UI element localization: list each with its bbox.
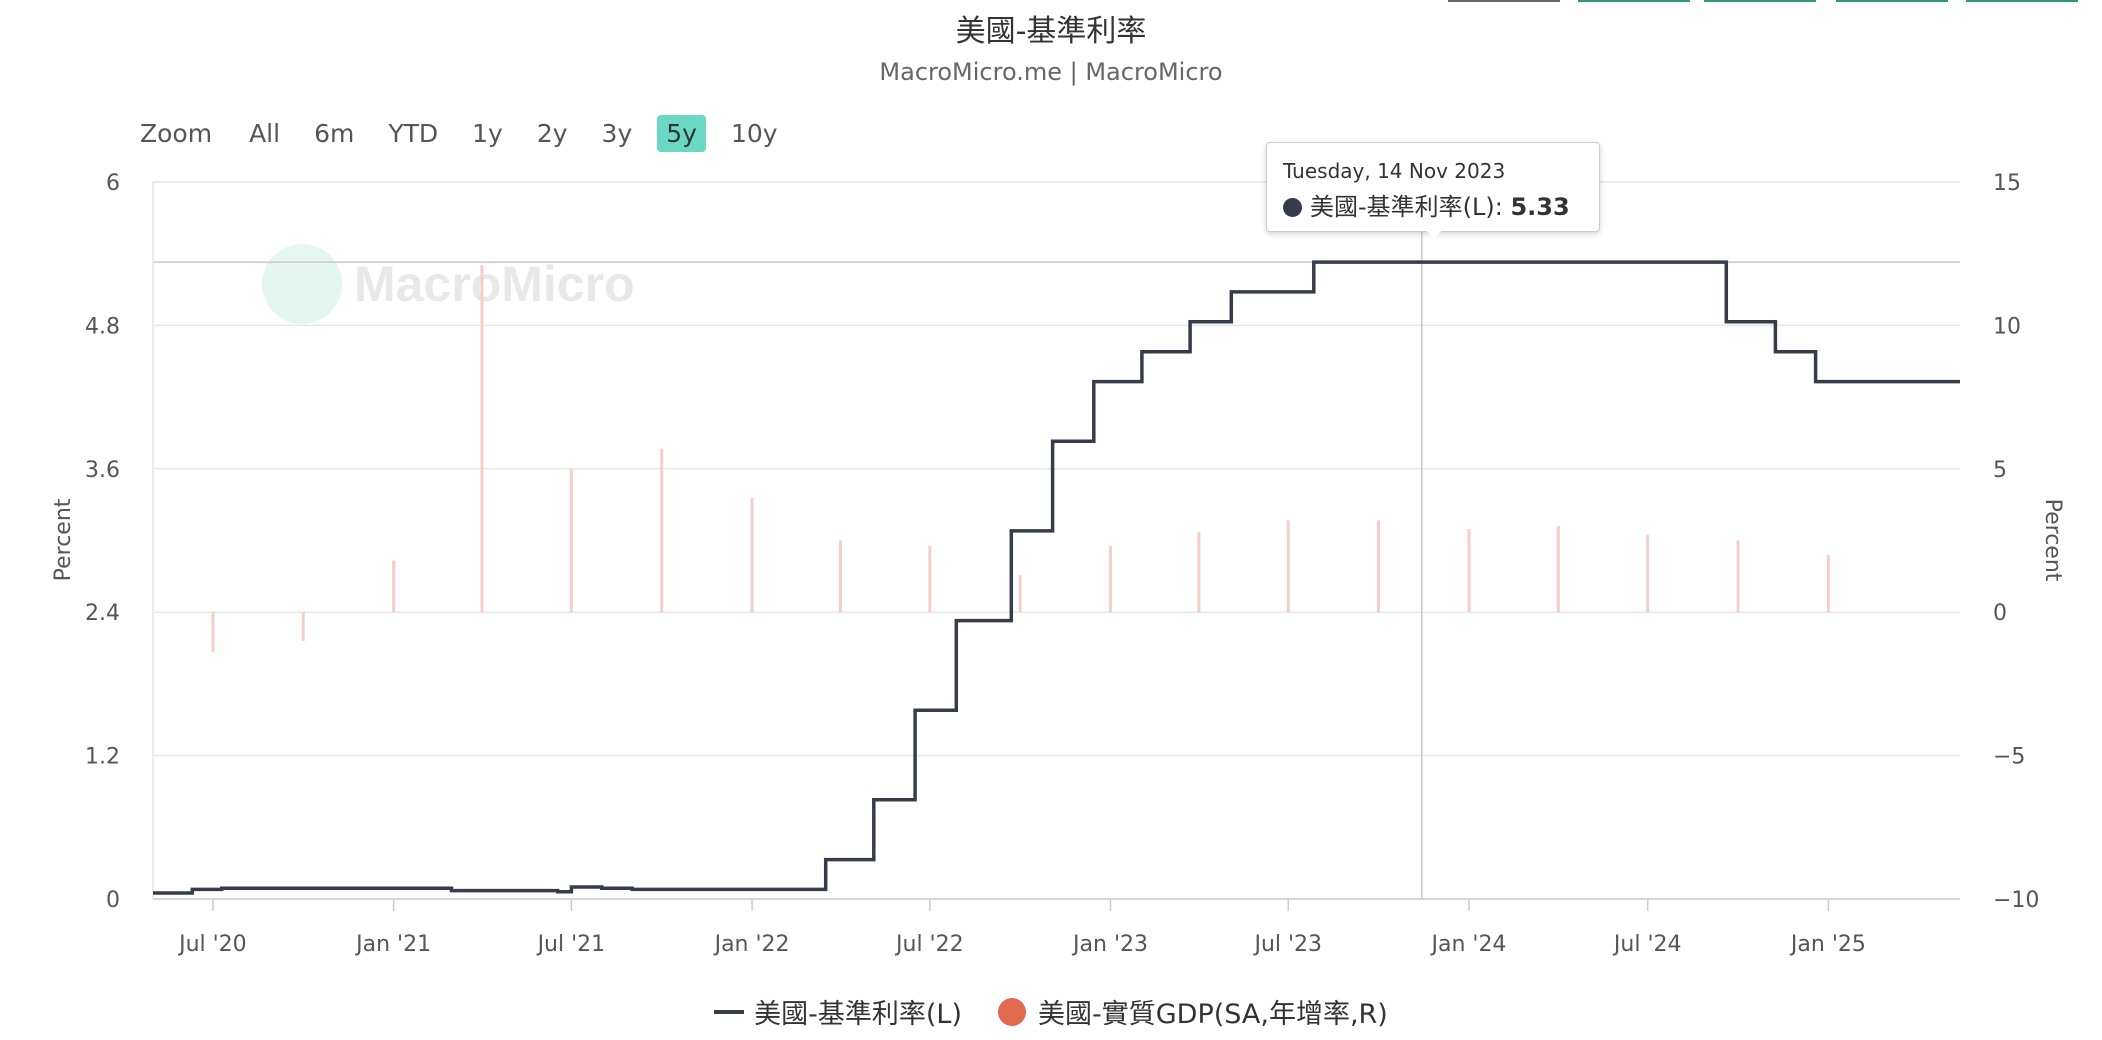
gdp-bar	[838, 540, 842, 613]
gdp-bar	[1467, 529, 1471, 613]
range-button-ytd[interactable]: YTD	[388, 118, 439, 148]
legend: 美國-基準利率(L) 美國-實質GDP(SA,年增率,R)	[0, 992, 2102, 1031]
x-tick-label: Jan '23	[1071, 932, 1148, 957]
right-tick-label: −5	[1993, 745, 2025, 770]
range-button-1y[interactable]: 1y	[472, 118, 503, 148]
toolbar-edge	[1836, 0, 1948, 2]
gdp-bar	[480, 265, 484, 613]
right-tick-label: 0	[1993, 601, 2007, 626]
watermark: MacroMicro	[262, 244, 635, 324]
left-tick-label: 3.6	[85, 458, 120, 483]
left-tick-label: 2.4	[85, 601, 120, 626]
watermark-text: MacroMicro	[354, 256, 635, 312]
tooltip-row: 美國-基準利率(L): 5.33	[1283, 187, 1570, 222]
gdp-bar	[660, 448, 664, 613]
gdp-bar	[1377, 520, 1381, 613]
rate-line-path	[153, 260, 1960, 895]
series-dot-icon	[1283, 198, 1302, 217]
chart-title: 美國-基準利率	[955, 14, 1147, 49]
gdp-bar	[1018, 574, 1022, 613]
gdp-bar	[211, 612, 215, 653]
toolbar-edge	[1448, 0, 1560, 2]
gdp-bar	[928, 546, 932, 613]
right-axis-ticks: −10 −5 0 5 10 15	[1993, 171, 2039, 913]
right-tick-label: 10	[1993, 314, 2021, 339]
zoom-label: Zoom	[140, 118, 213, 148]
tooltip-arrow	[1424, 228, 1444, 239]
chart-subtitle: MacroMicro.me | MacroMicro	[879, 58, 1223, 86]
range-button-3y[interactable]: 3y	[601, 118, 633, 148]
gdp-bar	[1197, 531, 1201, 613]
toolbar-edge	[1578, 0, 1690, 2]
left-tick-label: 6	[106, 171, 120, 196]
dot-symbol-icon	[998, 997, 1026, 1026]
range-button-10y[interactable]: 10y	[730, 118, 778, 148]
x-axis-ticks: Jul '20 Jan '21 Jul '21 Jan '22 Jul '22 Jan '…	[177, 899, 1866, 957]
watermark-logo-icon	[262, 244, 342, 324]
range-button-5y[interactable]: 5y	[657, 114, 706, 152]
gdp-bar	[301, 612, 305, 641]
x-tick-label: Jan '24	[1429, 932, 1506, 957]
x-tick-label: Jul '20	[177, 932, 247, 957]
gdp-bar	[1646, 534, 1650, 613]
gdp-bar	[392, 560, 396, 613]
legend-label-gdp: 美國-實質GDP(SA,年增率,R)	[1038, 999, 1388, 1030]
legend-item-rate[interactable]: 美國-基準利率(L)	[714, 992, 962, 1031]
x-tick-label: Jan '21	[354, 932, 431, 957]
right-tick-label: 15	[1993, 171, 2021, 196]
x-tick-label: Jul '24	[1612, 932, 1682, 957]
range-button-2y[interactable]: 2y	[536, 118, 568, 148]
gdp-bar	[1286, 520, 1290, 613]
left-tick-label: 1.2	[85, 745, 120, 770]
x-tick-label: Jul '23	[1252, 932, 1322, 957]
legend-label-rate: 美國-基準利率(L)	[754, 999, 962, 1030]
right-tick-label: −10	[1993, 888, 2039, 913]
gdp-bar	[1556, 526, 1560, 613]
tooltip-value: 5.33	[1510, 193, 1570, 221]
x-tick-label: Jul '22	[894, 932, 964, 957]
gdp-bar	[1826, 554, 1830, 613]
line-symbol-icon	[714, 1009, 745, 1014]
right-axis-label: Percent	[2040, 499, 2065, 582]
rate-series	[153, 260, 1960, 895]
toolbar-edge	[1704, 0, 1816, 2]
tooltip: Tuesday, 14 Nov 2023 美國-基準利率(L): 5.33	[1266, 142, 1600, 232]
left-axis-label: Percent	[51, 498, 76, 581]
left-axis-ticks: 0 1.2 2.4 3.6 4.8 6	[85, 171, 120, 913]
grid-lines	[152, 181, 1960, 900]
gdp-bar	[750, 497, 754, 613]
range-button-6m[interactable]: 6m	[314, 118, 355, 148]
tooltip-series: 美國-基準利率(L):	[1310, 193, 1503, 221]
toolbar-edge	[1966, 0, 2078, 2]
gdp-bars	[211, 265, 1830, 653]
range-button-all[interactable]: All	[249, 118, 281, 148]
x-tick-label: Jul '21	[536, 932, 606, 957]
chart-plot[interactable]: 0 1.2 2.4 3.6 4.8 6 −10 −5 0 5 10 15 Jul '20 Jan '2…	[0, 0, 2102, 990]
left-tick-label: 4.8	[85, 314, 120, 339]
gdp-bar	[569, 468, 573, 613]
right-tick-label: 5	[1993, 458, 2007, 483]
gdp-bar	[1736, 540, 1740, 613]
gdp-bar	[1109, 546, 1113, 613]
range-selector: Zoom All 6m YTD 1y 2y 3y 5y 10y	[140, 110, 803, 156]
x-tick-label: Jan '25	[1789, 932, 1866, 957]
left-tick-label: 0	[106, 888, 120, 913]
x-tick-label: Jan '22	[713, 932, 790, 957]
legend-item-gdp[interactable]: 美國-實質GDP(SA,年增率,R)	[998, 992, 1388, 1031]
tooltip-date: Tuesday, 14 Nov 2023	[1283, 159, 1506, 183]
